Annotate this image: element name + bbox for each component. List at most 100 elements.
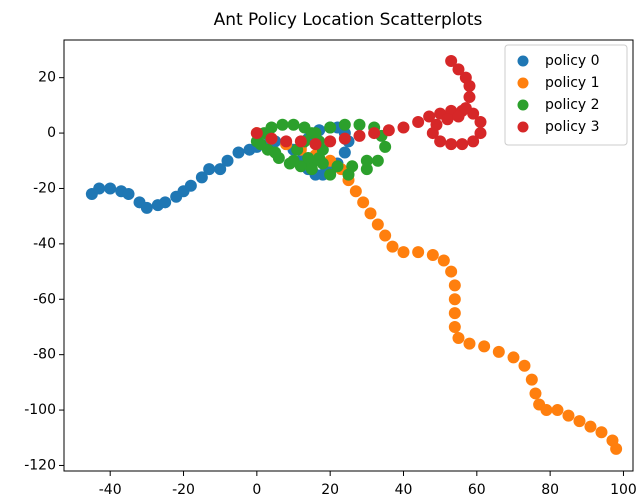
point <box>452 110 465 123</box>
legend-label: policy 0 <box>545 53 600 69</box>
point <box>412 246 425 259</box>
point <box>104 182 117 195</box>
point <box>452 332 465 345</box>
point <box>478 340 491 353</box>
y-tick-label: 20 <box>38 70 56 86</box>
y-tick-label: 0 <box>47 125 56 141</box>
y-tick-label: -20 <box>33 180 56 196</box>
point <box>357 196 370 209</box>
x-tick-label: -40 <box>99 482 122 498</box>
point <box>507 351 520 364</box>
point <box>379 140 392 153</box>
point <box>324 135 337 148</box>
point <box>610 442 623 455</box>
point <box>423 110 436 123</box>
point <box>309 138 322 151</box>
point <box>195 171 208 184</box>
point <box>397 121 410 134</box>
point <box>368 127 381 140</box>
point <box>349 185 362 198</box>
point <box>474 127 487 140</box>
point <box>397 246 410 259</box>
point <box>250 127 263 140</box>
point <box>382 124 395 137</box>
point <box>338 146 351 159</box>
point <box>232 146 245 159</box>
point <box>434 135 447 148</box>
legend-marker <box>517 77 529 89</box>
point <box>573 415 586 428</box>
point <box>386 240 399 253</box>
point <box>302 151 315 164</box>
point <box>492 345 505 358</box>
legend-marker <box>517 121 529 133</box>
y-tick-label: -100 <box>24 402 56 418</box>
point <box>379 229 392 242</box>
point <box>452 63 465 76</box>
x-tick-label: 60 <box>468 482 486 498</box>
point <box>562 409 575 422</box>
point <box>467 135 480 148</box>
point <box>371 154 384 167</box>
x-tick-label: 0 <box>252 482 261 498</box>
point <box>338 132 351 145</box>
point <box>529 387 542 400</box>
point <box>430 118 443 131</box>
point <box>309 127 322 140</box>
point <box>463 337 476 350</box>
point <box>221 154 234 167</box>
point <box>287 154 300 167</box>
point <box>276 118 289 131</box>
point <box>214 163 227 176</box>
point <box>360 163 373 176</box>
point <box>448 320 461 333</box>
y-tick-label: -80 <box>33 347 56 363</box>
point <box>595 426 608 439</box>
point <box>353 118 366 131</box>
x-tick-label: 20 <box>321 482 339 498</box>
point <box>287 118 300 131</box>
point <box>364 207 377 220</box>
legend-marker <box>517 99 529 111</box>
point <box>122 188 135 201</box>
point <box>294 135 307 148</box>
legend-label: policy 2 <box>545 97 600 113</box>
point <box>456 138 469 151</box>
legend-label: policy 3 <box>545 119 600 135</box>
point <box>280 135 293 148</box>
x-tick-label: -20 <box>172 482 195 498</box>
y-tick-label: -40 <box>33 236 56 252</box>
point <box>459 71 472 84</box>
point <box>203 163 216 176</box>
point <box>426 248 439 261</box>
point <box>525 373 538 386</box>
point <box>584 420 597 433</box>
point <box>448 307 461 320</box>
point <box>254 138 267 151</box>
point <box>93 182 106 195</box>
point <box>551 404 564 417</box>
x-tick-label: 40 <box>395 482 413 498</box>
x-tick-label: 80 <box>541 482 559 498</box>
point <box>338 118 351 131</box>
point <box>269 146 282 159</box>
point <box>445 55 458 68</box>
legend-box <box>504 44 628 146</box>
point <box>412 115 425 128</box>
point <box>459 102 472 115</box>
point <box>371 218 384 231</box>
point <box>265 121 278 134</box>
point <box>265 132 278 145</box>
point <box>360 154 373 167</box>
point <box>324 168 337 181</box>
plot-frame <box>63 39 634 472</box>
point <box>445 138 458 151</box>
chart-title: Ant Policy Location Scatterplots <box>214 10 483 30</box>
point <box>331 160 344 173</box>
y-tick-label: -60 <box>33 291 56 307</box>
legend-marker <box>517 55 529 67</box>
point <box>305 163 318 176</box>
point <box>159 196 172 209</box>
legend: policy 0 policy 1 policy 2 policy 3 <box>504 44 628 146</box>
